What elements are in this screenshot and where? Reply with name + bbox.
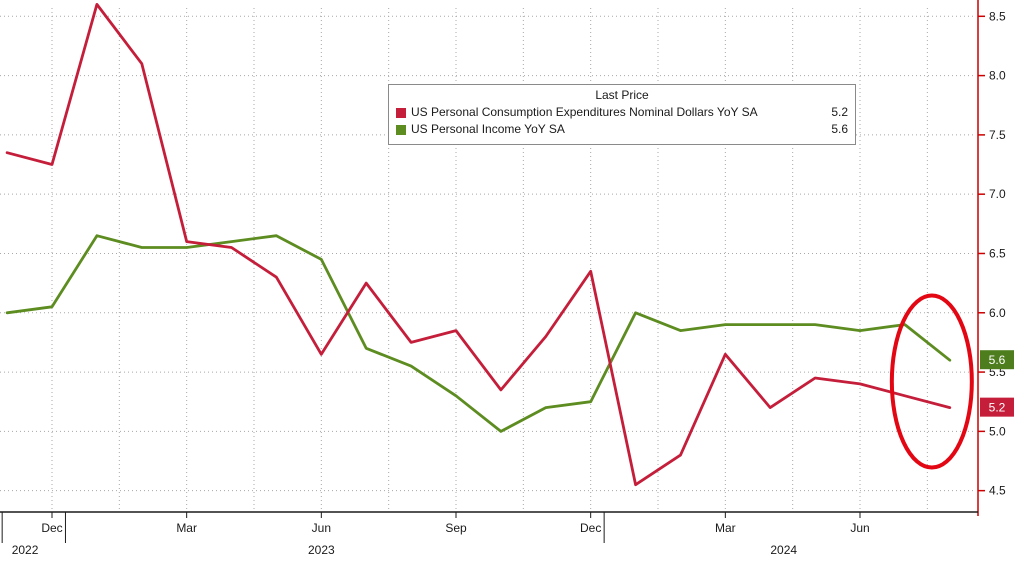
right-y-axis: 8.58.07.57.06.56.05.55.04.5 — [977, 0, 1006, 516]
svg-text:8.0: 8.0 — [989, 69, 1006, 83]
svg-text:Mar: Mar — [715, 521, 736, 535]
svg-text:Mar: Mar — [176, 521, 197, 535]
svg-text:5.0: 5.0 — [989, 424, 1006, 438]
highlight-ellipse-annotation — [889, 293, 974, 470]
svg-text:6.0: 6.0 — [989, 306, 1006, 320]
svg-text:4.5: 4.5 — [989, 484, 1006, 498]
svg-text:Dec: Dec — [41, 521, 62, 535]
svg-text:5.6: 5.6 — [989, 353, 1006, 367]
last-price-axis-badge: 5.2 — [980, 397, 1014, 417]
series-line — [5, 234, 952, 433]
svg-text:2022: 2022 — [12, 543, 39, 557]
svg-text:Jun: Jun — [312, 521, 331, 535]
svg-text:6.5: 6.5 — [989, 246, 1006, 260]
svg-text:2023: 2023 — [308, 543, 335, 557]
last-price-axis-badge: 5.6 — [980, 350, 1014, 370]
income-series-swatch-icon — [396, 125, 406, 136]
legend-title: Last Price — [595, 88, 649, 102]
legend-row-pce: US Personal Consumption Expenditures Nom… — [396, 104, 848, 121]
svg-text:Dec: Dec — [580, 521, 601, 535]
svg-text:Sep: Sep — [445, 521, 467, 535]
legend-row-income: US Personal Income YoY SA 5.6 — [396, 121, 848, 138]
pce-series-label: US Personal Consumption Expenditures Nom… — [411, 105, 758, 119]
svg-text:2024: 2024 — [770, 543, 797, 557]
svg-text:Jun: Jun — [850, 521, 869, 535]
series-line — [5, 3, 952, 487]
legend-box: Last Price US Personal Consumption Expen… — [388, 84, 856, 145]
svg-text:5.2: 5.2 — [989, 401, 1006, 415]
income-last-price-value: 5.6 — [831, 122, 848, 137]
svg-text:7.5: 7.5 — [989, 128, 1006, 142]
svg-text:8.5: 8.5 — [989, 9, 1006, 23]
pce-last-price-value: 5.2 — [831, 105, 848, 119]
pce-series-swatch-icon — [396, 107, 406, 118]
bottom-x-axis: Dec Mar Jun Sep Dec Mar Jun 2022 2023 2024 — [0, 511, 978, 557]
income-series-label: US Personal Income YoY SA — [411, 122, 565, 137]
svg-text:7.0: 7.0 — [989, 187, 1006, 201]
